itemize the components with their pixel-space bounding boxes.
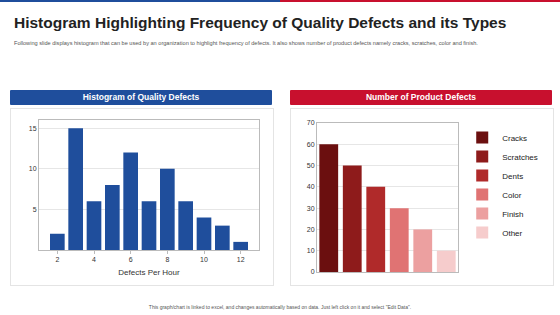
svg-text:Scratches: Scratches xyxy=(502,153,538,162)
svg-text:8: 8 xyxy=(165,256,169,263)
svg-text:Other: Other xyxy=(502,229,522,238)
html-text:Histogram Highlighting Frequen: Histogram Highlighting Frequency of Qual… xyxy=(14,14,507,31)
svg-text:10: 10 xyxy=(200,256,208,263)
svg-text:10: 10 xyxy=(307,247,315,254)
svg-text:Defects Per Hour: Defects Per Hour xyxy=(118,268,180,277)
svg-text:12: 12 xyxy=(237,256,245,263)
svg-text:70: 70 xyxy=(307,119,315,126)
svg-text:4: 4 xyxy=(92,256,96,263)
html-text:Histogram of Quality Defects: Histogram of Quality Defects xyxy=(82,92,200,102)
html-text:Number of Product Defects: Number of Product Defects xyxy=(366,92,476,102)
svg-text:50: 50 xyxy=(307,162,315,169)
svg-text:10: 10 xyxy=(29,165,37,172)
html-text:This graph/chart is linked to: This graph/chart is linked to excel, and… xyxy=(148,304,412,310)
svg-text:60: 60 xyxy=(307,141,315,148)
svg-text:Cracks: Cracks xyxy=(502,134,527,143)
svg-text:20: 20 xyxy=(307,226,315,233)
svg-text:30: 30 xyxy=(307,205,315,212)
svg-text:5: 5 xyxy=(33,206,37,213)
svg-text:6: 6 xyxy=(129,256,133,263)
svg-text:Dents: Dents xyxy=(502,172,523,181)
html-text:Following slide displays histo: Following slide displays histogram that … xyxy=(14,40,478,46)
svg-text:15: 15 xyxy=(29,125,37,132)
svg-text:2: 2 xyxy=(55,256,59,263)
svg-text:0: 0 xyxy=(311,268,315,275)
svg-text:Color: Color xyxy=(502,191,521,200)
svg-text:Finish: Finish xyxy=(502,210,523,219)
svg-text:40: 40 xyxy=(307,183,315,190)
